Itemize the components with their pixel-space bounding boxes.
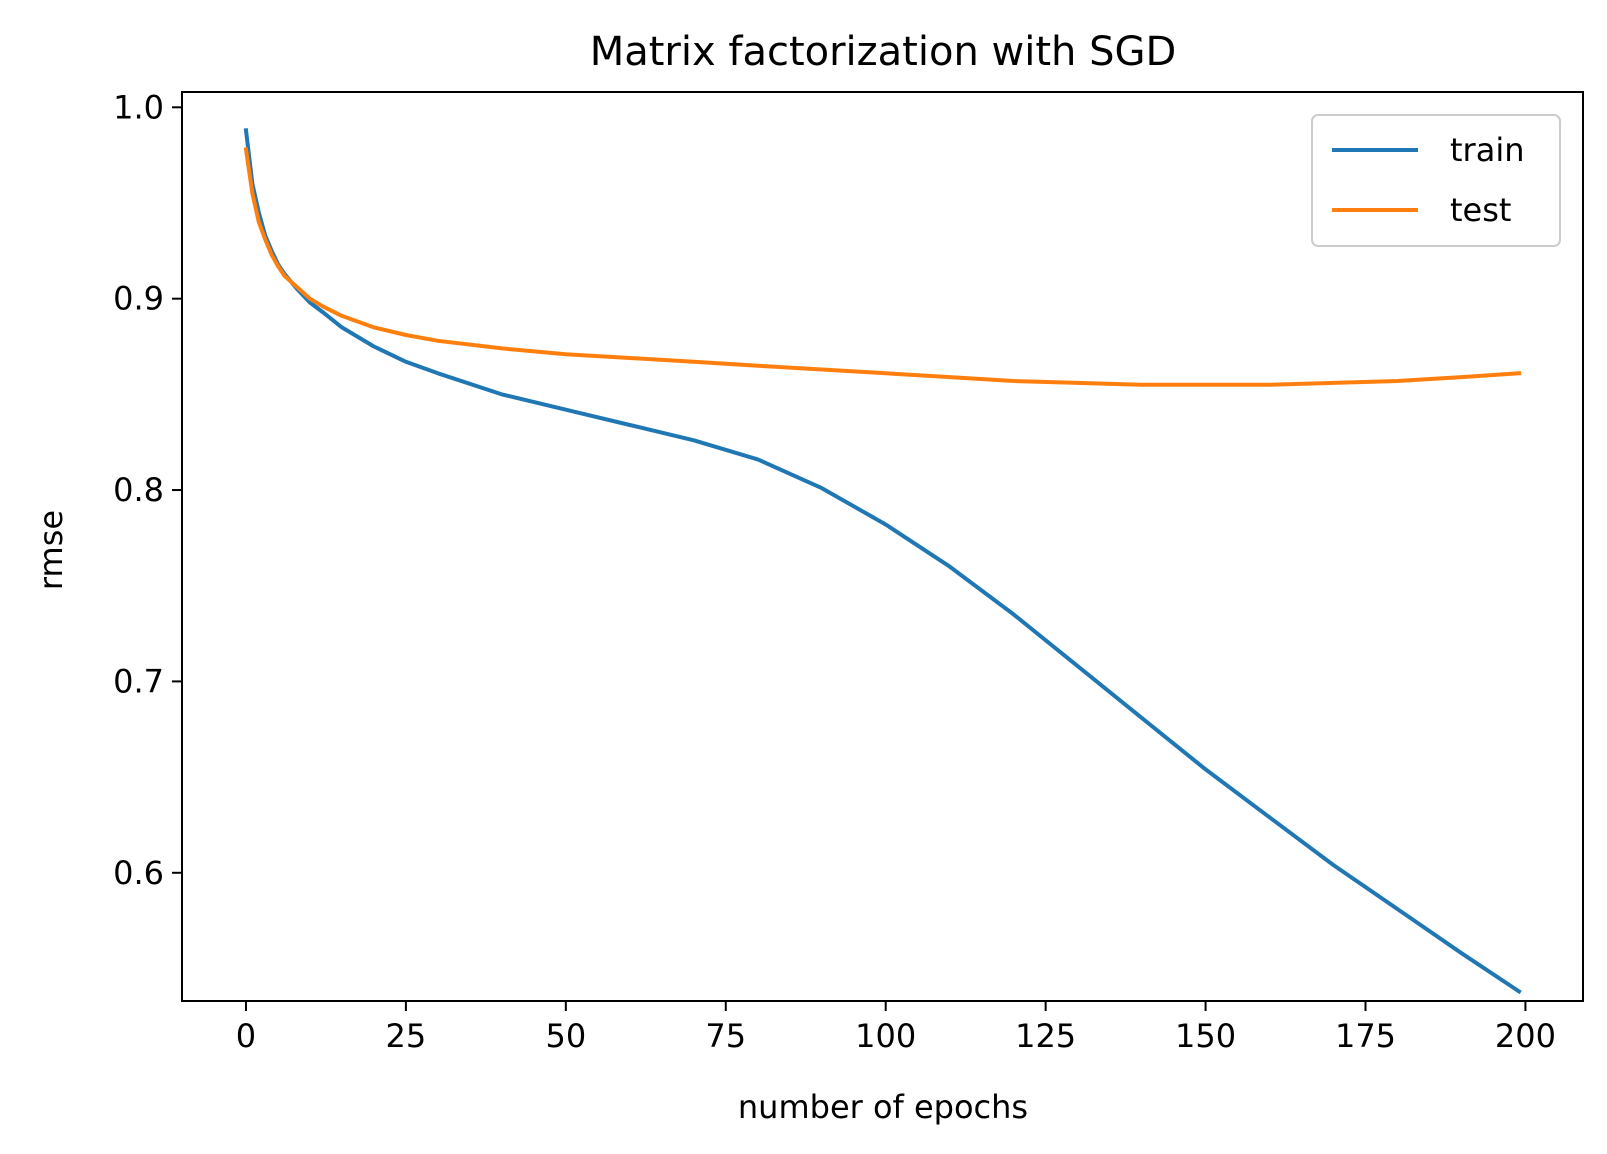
y-tick-label: 0.9 bbox=[113, 280, 164, 318]
x-tick-label: 25 bbox=[386, 1017, 427, 1055]
series-lines bbox=[243, 128, 1522, 995]
y-tick-label: 0.7 bbox=[113, 662, 164, 700]
legend-label-test: test bbox=[1450, 191, 1511, 229]
x-tick-label: 150 bbox=[1175, 1017, 1236, 1055]
y-tick-label: 0.6 bbox=[113, 854, 164, 892]
legend-box bbox=[1311, 114, 1561, 247]
y-axis-label: rmse bbox=[32, 510, 70, 590]
y-tick-label: 0.8 bbox=[113, 471, 164, 509]
x-tick-label: 50 bbox=[545, 1017, 586, 1055]
x-tick-label: 175 bbox=[1335, 1017, 1396, 1055]
legend: train test bbox=[1311, 114, 1561, 247]
x-axis-label: number of epochs bbox=[738, 1088, 1028, 1126]
x-tick-label: 125 bbox=[1015, 1017, 1076, 1055]
legend-label-train: train bbox=[1450, 131, 1524, 169]
x-tick-label: 0 bbox=[236, 1017, 256, 1055]
x-tick-label: 100 bbox=[855, 1017, 916, 1055]
y-axis: 0.6 0.7 0.8 0.9 1.0 bbox=[113, 88, 182, 892]
x-axis: 0 25 50 75 100 125 150 175 200 bbox=[236, 1001, 1556, 1055]
y-tick-label: 1.0 bbox=[113, 88, 164, 126]
x-tick-label: 200 bbox=[1495, 1017, 1556, 1055]
series-line-test bbox=[243, 147, 1522, 387]
chart-title: Matrix factorization with SGD bbox=[590, 29, 1177, 75]
x-tick-label: 75 bbox=[705, 1017, 746, 1055]
